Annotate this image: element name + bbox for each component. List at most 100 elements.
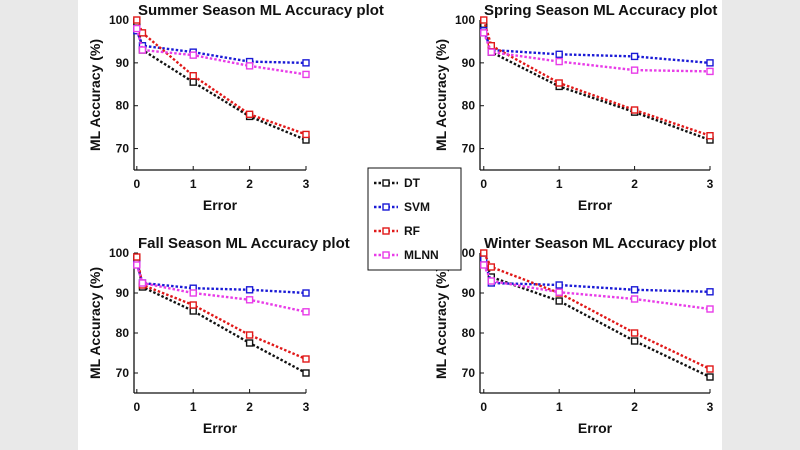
data-point bbox=[630, 52, 639, 61]
data-point bbox=[138, 29, 147, 37]
chart-title: Spring Season ML Accuracy plot bbox=[484, 2, 717, 19]
series-line bbox=[482, 258, 711, 293]
x-tick-label: 1 bbox=[190, 400, 197, 414]
data-point bbox=[189, 72, 197, 80]
y-tick-label: 80 bbox=[116, 99, 130, 113]
data-point bbox=[555, 288, 563, 296]
subplot-spring: 70 80 90 100 0 1 2 3 Spring Season ML Accuracy p… bbox=[433, 2, 717, 213]
series-mlnn bbox=[480, 29, 714, 76]
data-point bbox=[487, 48, 496, 56]
x-tick-label: 1 bbox=[556, 400, 563, 414]
y-tick-label: 90 bbox=[116, 56, 130, 70]
legend-label: RF bbox=[404, 224, 420, 238]
data-point bbox=[555, 57, 563, 66]
data-point bbox=[706, 59, 714, 67]
y-tick-label: 80 bbox=[462, 99, 476, 113]
series-line bbox=[482, 252, 711, 371]
data-point bbox=[706, 132, 714, 140]
y-tick-label: 80 bbox=[116, 326, 130, 340]
data-point bbox=[245, 286, 254, 294]
x-tick-label: 1 bbox=[190, 177, 197, 191]
legend-marker bbox=[382, 179, 390, 187]
data-point bbox=[245, 110, 254, 118]
y-axis-label: ML Accuracy (%) bbox=[433, 267, 449, 379]
x-axis-label: Error bbox=[578, 197, 613, 213]
series-dt bbox=[133, 18, 310, 144]
data-point bbox=[480, 249, 488, 257]
legend-item-svm: SVM bbox=[374, 200, 430, 214]
x-tick-label: 2 bbox=[246, 177, 253, 191]
y-tick-label: 70 bbox=[116, 366, 130, 380]
y-tick-label: 70 bbox=[462, 366, 476, 380]
data-point bbox=[487, 277, 496, 285]
data-point bbox=[189, 289, 197, 297]
data-point bbox=[480, 16, 488, 24]
series-line bbox=[135, 256, 307, 361]
chart-title: Summer Season ML Accuracy plot bbox=[138, 2, 384, 19]
data-point bbox=[302, 130, 310, 139]
y-tick-label: 100 bbox=[455, 13, 475, 27]
series-line bbox=[482, 32, 711, 73]
series-line bbox=[135, 28, 307, 76]
legend-marker bbox=[382, 203, 390, 211]
x-tick-label: 1 bbox=[556, 177, 563, 191]
data-point bbox=[302, 369, 310, 377]
data-point bbox=[706, 288, 714, 296]
data-point bbox=[138, 279, 147, 287]
data-point bbox=[706, 365, 714, 373]
y-axis-label: ML Accuracy (%) bbox=[87, 39, 103, 151]
data-point bbox=[630, 66, 639, 74]
data-point bbox=[555, 79, 563, 87]
data-point bbox=[706, 67, 714, 76]
series-line bbox=[135, 30, 307, 65]
data-point bbox=[555, 50, 563, 58]
x-tick-label: 2 bbox=[631, 177, 638, 191]
y-tick-label: 80 bbox=[462, 326, 476, 340]
series-line bbox=[135, 19, 307, 136]
series-line bbox=[135, 262, 307, 295]
subplot-summer: 70 80 90 100 0 1 2 3 Summer Season ML Accuracy p… bbox=[87, 2, 384, 213]
data-point bbox=[555, 297, 563, 305]
series-mlnn bbox=[133, 24, 310, 79]
legend-item-rf: RF bbox=[374, 224, 420, 238]
y-tick-label: 90 bbox=[462, 56, 476, 70]
data-point bbox=[245, 62, 254, 70]
legend-label: MLNN bbox=[404, 248, 439, 262]
legend-marker bbox=[382, 251, 390, 259]
subplot-fall: 70 80 90 100 0 1 2 3 Fall Season ML Accuracy plo… bbox=[87, 235, 350, 436]
data-point bbox=[630, 337, 639, 345]
legend-marker bbox=[382, 227, 390, 235]
data-point bbox=[189, 78, 197, 86]
data-point bbox=[245, 339, 254, 347]
data-point bbox=[630, 106, 639, 114]
data-point bbox=[480, 261, 488, 269]
legend-label: SVM bbox=[404, 200, 430, 214]
data-point bbox=[555, 281, 563, 289]
series-rf bbox=[133, 253, 310, 363]
x-tick-label: 3 bbox=[707, 400, 714, 414]
chart-title: Fall Season ML Accuracy plot bbox=[138, 235, 350, 252]
x-tick-label: 0 bbox=[133, 177, 140, 191]
series-line bbox=[482, 19, 711, 137]
data-point bbox=[706, 305, 714, 313]
x-tick-label: 0 bbox=[480, 400, 487, 414]
x-tick-label: 2 bbox=[246, 400, 253, 414]
x-tick-label: 0 bbox=[133, 400, 140, 414]
y-tick-label: 100 bbox=[109, 246, 129, 260]
series-line bbox=[135, 258, 307, 375]
series-line bbox=[482, 30, 711, 65]
x-tick-label: 3 bbox=[707, 177, 714, 191]
series-mlnn bbox=[480, 261, 714, 313]
data-point bbox=[133, 24, 141, 33]
y-axis-label: ML Accuracy (%) bbox=[433, 39, 449, 151]
y-tick-label: 70 bbox=[116, 142, 130, 156]
data-point bbox=[630, 286, 639, 294]
y-tick-label: 90 bbox=[462, 286, 476, 300]
x-axis-label: Error bbox=[203, 197, 238, 213]
legend-item-dt: DT bbox=[374, 176, 421, 190]
series-svm bbox=[133, 259, 310, 297]
x-axis-label: Error bbox=[578, 420, 613, 436]
data-point bbox=[302, 355, 310, 363]
